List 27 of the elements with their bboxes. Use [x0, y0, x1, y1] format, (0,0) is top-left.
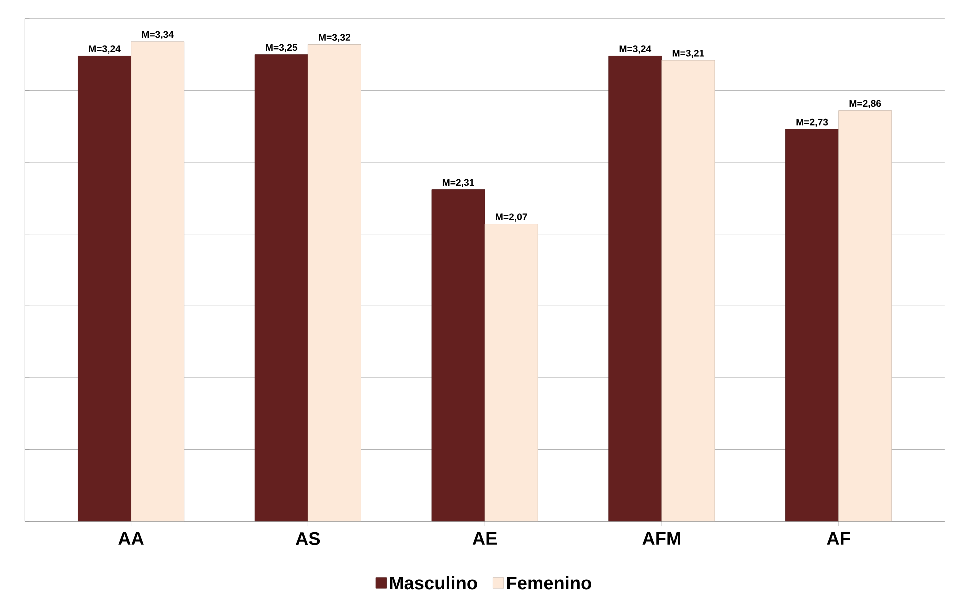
data-label: M=3,34	[142, 31, 174, 40]
x-tick-label: AS	[296, 532, 320, 546]
x-tick-label: AFM	[642, 532, 680, 545]
data-label: M=3,24	[89, 45, 121, 54]
bar	[308, 44, 362, 522]
x-tick-label: AF	[827, 532, 850, 545]
data-label: M=3,21	[672, 50, 704, 58]
data-label: M=2,86	[850, 100, 882, 108]
data-label: M=3,25	[266, 44, 298, 52]
data-label: M=2,31	[442, 179, 474, 188]
bar	[838, 110, 892, 522]
data-label: M=3,32	[319, 34, 351, 42]
bar	[254, 54, 308, 522]
x-tick-label: AE	[472, 532, 497, 545]
data-label: M=3,24	[620, 45, 652, 54]
bar	[78, 56, 132, 522]
legend-label: Femenino	[507, 576, 592, 590]
legend-label: Masculino	[390, 576, 478, 590]
bar	[131, 41, 185, 522]
bar	[608, 56, 662, 522]
bar	[484, 224, 538, 522]
x-tick-label: AA	[118, 532, 144, 545]
bar	[432, 189, 486, 522]
data-label: M=2,73	[796, 118, 828, 127]
data-label: M=2,07	[496, 214, 528, 222]
bar	[786, 129, 840, 522]
bar	[662, 60, 716, 522]
